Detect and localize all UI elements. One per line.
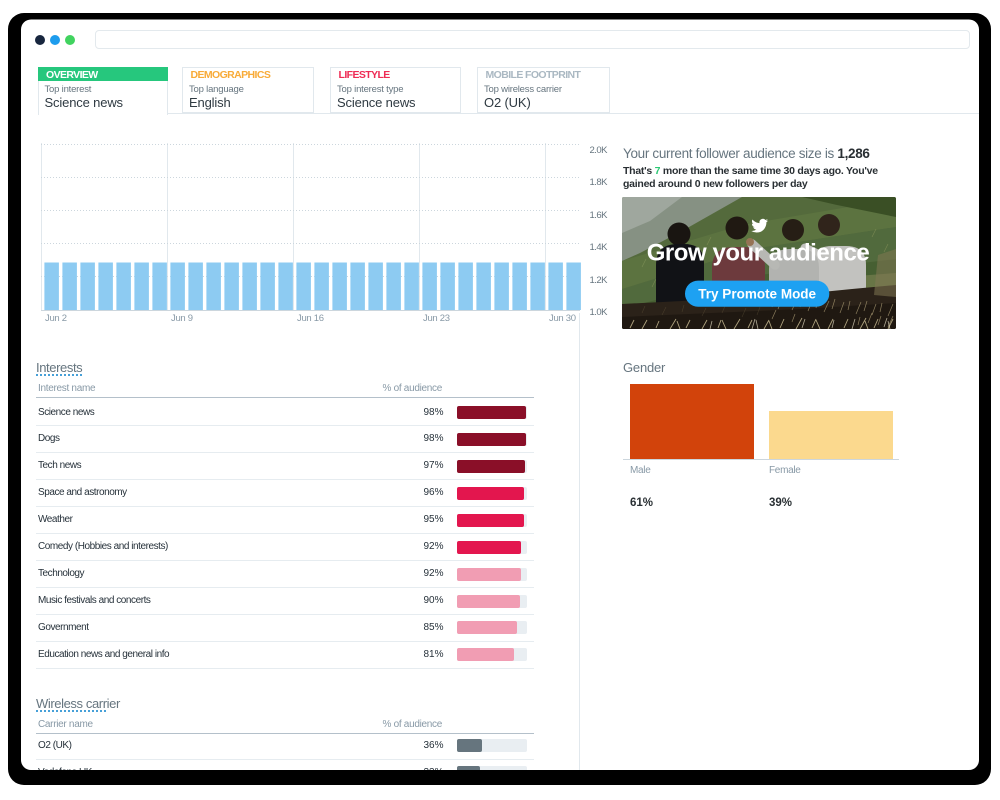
svg-text:Try Promote Mode: Try Promote Mode [698,286,816,301]
svg-text:Grow your audience: Grow your audience [647,240,870,267]
